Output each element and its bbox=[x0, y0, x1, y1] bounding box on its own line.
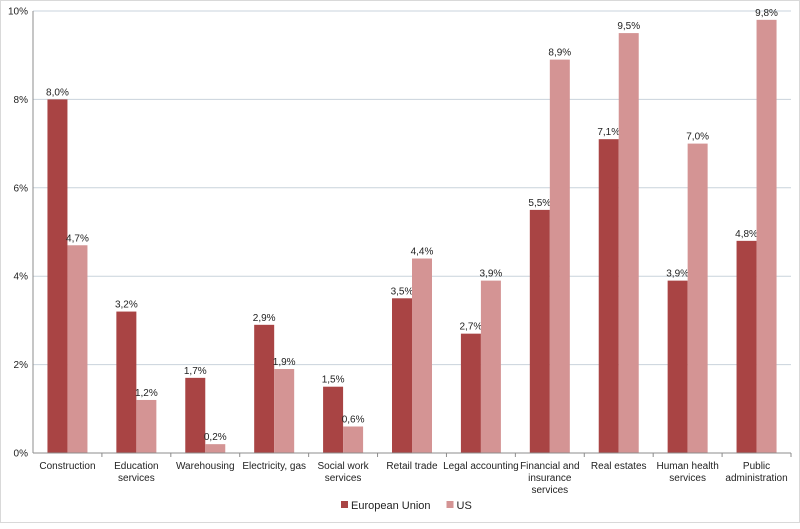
bar bbox=[274, 369, 295, 453]
bar bbox=[392, 298, 412, 453]
data-label: 2,7% bbox=[460, 322, 483, 333]
data-label: 1,2% bbox=[135, 388, 158, 399]
data-label: 9,8% bbox=[755, 8, 778, 19]
y-tick-label: 4% bbox=[14, 272, 29, 283]
data-label: 9,5% bbox=[617, 21, 640, 32]
bar bbox=[323, 386, 344, 453]
data-label: 5,5% bbox=[528, 198, 551, 209]
bar bbox=[205, 444, 226, 453]
category-label: administration bbox=[725, 473, 787, 484]
bar bbox=[736, 240, 757, 453]
y-tick-label: 10% bbox=[8, 7, 28, 18]
category-label: Public bbox=[743, 461, 770, 472]
bar bbox=[412, 258, 432, 453]
category-label: Construction bbox=[39, 461, 95, 472]
bar bbox=[116, 311, 137, 453]
data-label: 7,0% bbox=[686, 132, 709, 143]
y-tick-label: 6% bbox=[14, 183, 29, 194]
data-label: 0,2% bbox=[204, 432, 227, 443]
bar bbox=[618, 33, 639, 453]
data-label: 4,8% bbox=[735, 229, 758, 240]
data-label: 0,6% bbox=[342, 414, 365, 425]
category-label: Retail trade bbox=[386, 461, 438, 472]
data-label: 3,9% bbox=[666, 269, 689, 280]
data-label: 2,9% bbox=[253, 313, 276, 324]
bar bbox=[529, 209, 550, 453]
data-label: 1,9% bbox=[273, 357, 296, 368]
category-label: services bbox=[118, 473, 155, 484]
bar bbox=[598, 139, 619, 453]
category-label: Electricity, gas bbox=[242, 461, 306, 472]
y-tick-label: 2% bbox=[14, 360, 29, 371]
bar bbox=[185, 377, 206, 453]
bar bbox=[136, 399, 157, 453]
category-label: Warehousing bbox=[176, 461, 235, 472]
data-label: 4,4% bbox=[411, 247, 434, 258]
bar bbox=[667, 280, 688, 453]
data-label: 7,1% bbox=[597, 127, 620, 138]
data-label: 1,7% bbox=[184, 366, 207, 377]
bar bbox=[756, 19, 777, 454]
bar bbox=[460, 333, 481, 453]
legend-label: European Union bbox=[351, 500, 431, 512]
legend-swatch bbox=[446, 501, 454, 508]
category-label: Education bbox=[114, 461, 158, 472]
legend-label: US bbox=[457, 500, 472, 512]
y-tick-label: 8% bbox=[14, 95, 29, 106]
data-label: 3,9% bbox=[480, 269, 503, 280]
bar bbox=[549, 59, 570, 454]
bars: 8,0% 4,7% 3,2% 1,2% 1,7% 0,2% 2,9% 1,9% 1,5% 0,6%… bbox=[46, 8, 778, 454]
category-label: Real estates bbox=[591, 461, 647, 472]
legend: European Union US bbox=[341, 500, 472, 512]
bar bbox=[480, 280, 501, 453]
category-label: services bbox=[325, 473, 362, 484]
category-label: services bbox=[669, 473, 706, 484]
category-label: Financial and bbox=[520, 461, 579, 472]
gridlines bbox=[33, 10, 791, 366]
y-tick-label: 0% bbox=[14, 449, 29, 460]
category-label: insurance bbox=[528, 473, 572, 484]
category-label: Social work bbox=[318, 461, 370, 472]
bar bbox=[67, 245, 88, 453]
category-label: services bbox=[531, 485, 568, 496]
bar bbox=[254, 324, 275, 453]
data-label: 8,0% bbox=[46, 87, 69, 98]
data-label: 8,9% bbox=[548, 48, 571, 59]
data-label: 4,7% bbox=[66, 233, 89, 244]
x-axis: Construction EducationservicesWarehousing… bbox=[33, 452, 792, 496]
bar bbox=[47, 99, 68, 454]
category-label: Legal accounting bbox=[443, 461, 519, 472]
data-label: 1,5% bbox=[322, 375, 345, 386]
bar bbox=[687, 143, 708, 453]
category-label: Human health bbox=[657, 461, 719, 472]
legend-swatch bbox=[341, 501, 348, 508]
data-label: 3,2% bbox=[115, 300, 138, 311]
data-label: 3,5% bbox=[391, 286, 414, 297]
y-axis: 0% 2% 4% 6% 8% 10% bbox=[8, 7, 34, 460]
bar bbox=[343, 426, 364, 453]
